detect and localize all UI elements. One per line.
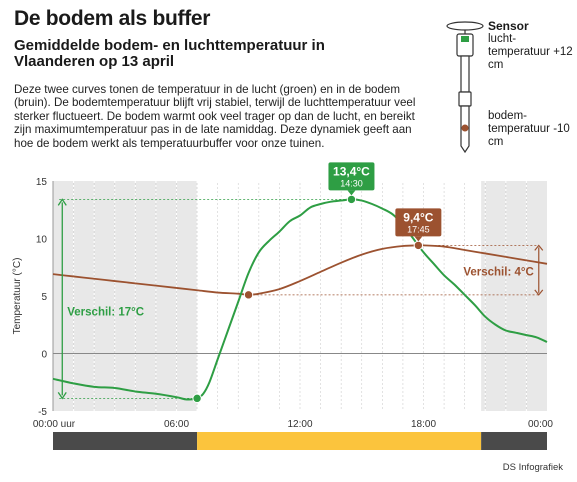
y-tick-label: 0 bbox=[41, 350, 47, 361]
air-max-callout-pointer bbox=[347, 190, 356, 196]
soil-range-arrowhead-bottom bbox=[534, 289, 544, 296]
day-bar-segment bbox=[197, 432, 482, 450]
air-point-marker bbox=[192, 393, 202, 404]
soil-max-callout-value: 9,4°C bbox=[403, 210, 433, 224]
y-axis-label: Temperatuur (°C) bbox=[12, 258, 23, 335]
x-tick-label: 00:00 uur bbox=[33, 419, 76, 430]
soil-max-callout-box bbox=[395, 208, 442, 237]
y-tick-label: 10 bbox=[36, 235, 48, 246]
sensor-icon bbox=[446, 21, 484, 154]
night-band bbox=[481, 181, 547, 411]
soil-max-callout-pointer bbox=[414, 236, 423, 242]
air-max-callout-time: 14:30 bbox=[340, 178, 363, 188]
soil-temperature-line bbox=[52, 244, 548, 296]
night-bar-segment bbox=[53, 432, 198, 450]
x-tick-label: 18:00 bbox=[411, 419, 436, 430]
chart-subtitle: Gemiddelde bodem- en luchttemperatuur in… bbox=[14, 37, 325, 70]
air-max-callout-box bbox=[328, 162, 375, 191]
temperature-chart: -5 0 5 10 15 Temperatuur (°C) 00:00 uur 06:00 12… bbox=[12, 162, 553, 450]
soil-point-marker bbox=[243, 290, 254, 300]
soil-range-arrowhead-top bbox=[534, 244, 544, 251]
air-temperature-line bbox=[52, 198, 548, 401]
y-tick-label: 15 bbox=[36, 177, 48, 188]
night-bar-segment bbox=[481, 432, 547, 450]
x-tick-label: 12:00 bbox=[287, 419, 312, 430]
soil-max-callout-time: 17:45 bbox=[407, 224, 430, 234]
page-title: De bodem als buffer bbox=[14, 7, 211, 30]
x-tick-label: 00:00 bbox=[528, 419, 553, 430]
air-point-marker bbox=[346, 194, 357, 205]
air-range-label: Verschil: 17°C bbox=[67, 307, 144, 319]
sensor-air-label: lucht-temperatuur +12 cm bbox=[488, 33, 573, 71]
soil-range-label: Verschil: 4°C bbox=[463, 266, 533, 278]
credit: DS Infografiek bbox=[502, 462, 563, 473]
sensor-title: Sensor bbox=[488, 19, 529, 33]
sensor-soil-label: bodem-temperatuur -10 cm bbox=[488, 110, 570, 148]
y-tick-label: -5 bbox=[38, 407, 47, 418]
y-tick-label: 5 bbox=[41, 292, 47, 303]
x-tick-label: 06:00 bbox=[164, 419, 189, 430]
night-band bbox=[53, 181, 198, 411]
air-range-arrowhead-bottom bbox=[57, 391, 67, 400]
intro-text: Deze twee curves tonen de temperatuur in… bbox=[14, 83, 416, 150]
soil-point-marker bbox=[413, 240, 424, 251]
air-range-arrowhead-top bbox=[57, 198, 67, 206]
air-max-callout-value: 13,4°C bbox=[333, 164, 370, 178]
